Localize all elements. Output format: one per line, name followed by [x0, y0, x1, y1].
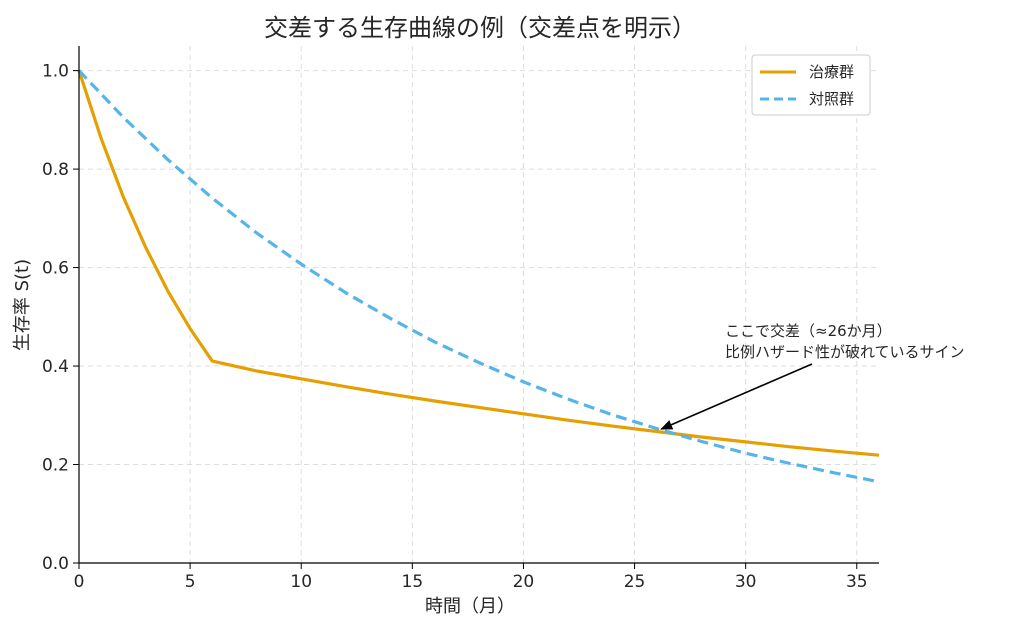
x-tick-label: 25	[624, 572, 646, 592]
annotation-arrow	[660, 363, 813, 430]
y-tick-label: 1.0	[42, 62, 69, 82]
y-tick-label: 0.8	[42, 160, 69, 180]
y-tick-label: 0.0	[42, 554, 69, 574]
x-tick-label: 15	[402, 572, 424, 592]
grid	[79, 46, 879, 563]
y-tick-label: 0.6	[42, 259, 69, 279]
x-tick-label: 0	[74, 572, 85, 592]
annotation-line-2: 比例ハザード性が破れているサイン	[725, 343, 965, 361]
x-axis-label: 時間（月）	[425, 596, 515, 617]
x-tick-label: 20	[513, 572, 535, 592]
x-tick-label: 30	[735, 572, 757, 592]
legend-label-treatment: 治療群	[809, 63, 854, 81]
legend-label-control: 対照群	[809, 90, 854, 108]
legend: 治療群 対照群	[751, 54, 871, 116]
x-tick-label: 35	[846, 572, 868, 592]
y-tick-label: 0.2	[42, 456, 69, 476]
series-layer	[77, 69, 880, 484]
x-tick-label: 10	[290, 572, 312, 592]
series-line-treatment	[77, 70, 880, 457]
chart-title: 交差する生存曲線の例（交差点を明示）	[264, 14, 696, 42]
ticks: 0 5 10 15 20 25 30 35 0.0 0.2 0.4 0.6 0.8 1.0	[42, 62, 868, 592]
x-tick-label: 5	[185, 572, 196, 592]
y-axis-label: 生存率 S(t)	[12, 259, 33, 351]
annotation-line-1: ここで交差（≈26か月）	[725, 322, 892, 340]
annotation: ここで交差（≈26か月） 比例ハザード性が破れているサイン	[660, 322, 965, 430]
y-tick-label: 0.4	[42, 357, 69, 377]
series-line-control	[77, 69, 880, 484]
